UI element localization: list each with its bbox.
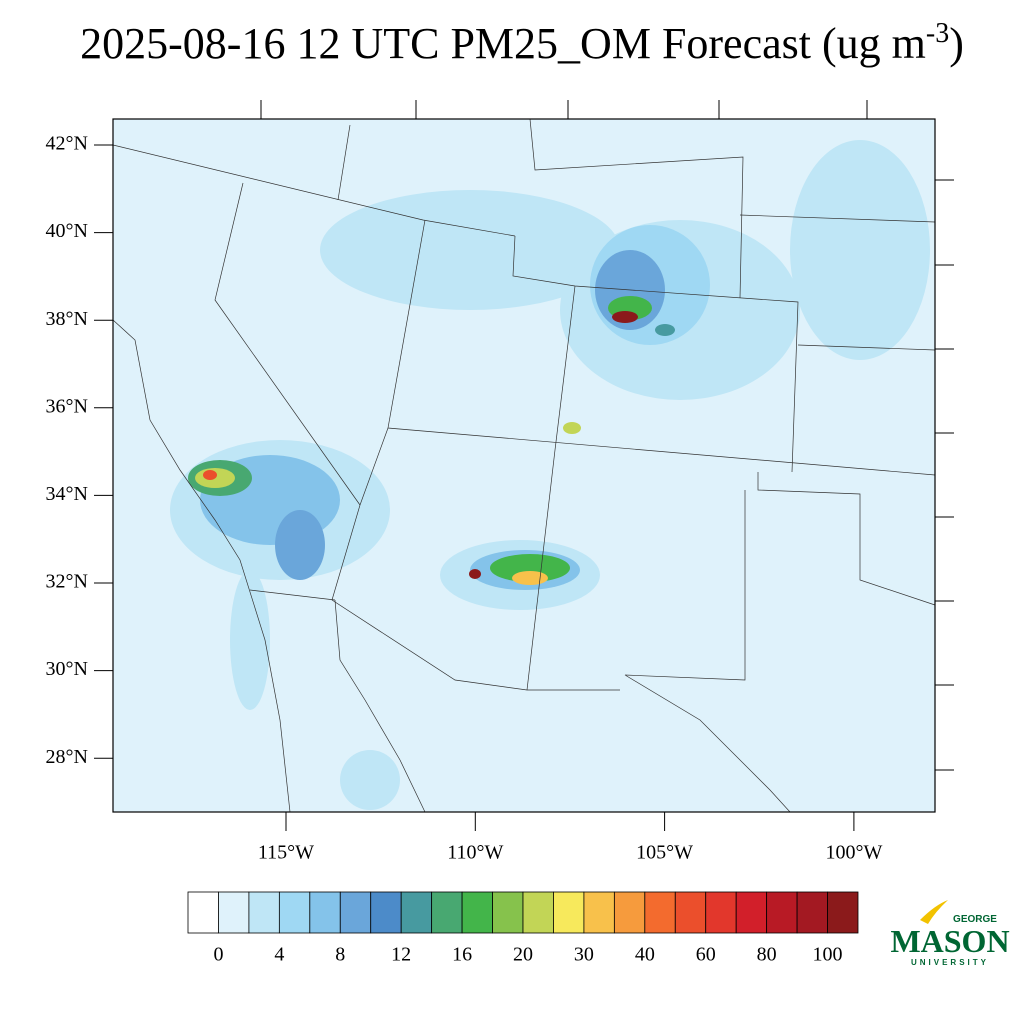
boundaries <box>112 118 936 813</box>
colorbar-box <box>553 891 585 934</box>
longitude-labels: 115°W 110°W 105°W 100°W <box>258 812 882 864</box>
lat-label: 32°N <box>46 571 88 593</box>
logo-bottom: UNIVERSITY <box>911 958 989 967</box>
colorbar-box <box>522 891 554 934</box>
lat-label: 40°N <box>46 220 88 242</box>
colorbar-box <box>187 891 219 934</box>
colorbar-box <box>735 891 768 934</box>
lon-label: 105°W <box>636 842 693 864</box>
map: 42°N40°N38°N36°N34°N32°N30°N28°N 115°W 11… <box>46 100 954 864</box>
colorbar-box <box>613 891 646 934</box>
title-superscript: -3 <box>926 18 949 49</box>
colorbar-box <box>278 891 311 934</box>
lon-label: 115°W <box>258 842 314 864</box>
lat-label: 34°N <box>46 483 88 505</box>
colorbar-box <box>827 891 859 934</box>
colorbar-box <box>309 891 341 934</box>
lat-label: 28°N <box>46 746 88 768</box>
latitude-labels: 42°N 40°N 38°N 36°N 34°N 32°N 30°N 28°N <box>46 133 113 768</box>
logo-main: MASON <box>890 923 1009 959</box>
colorbar-box <box>583 891 615 934</box>
colorbar-box <box>370 891 402 934</box>
title-main: 2025-08-16 12 UTC PM25_OM Forecast (ug m <box>80 19 926 68</box>
colorbar-box <box>705 891 737 934</box>
lat-label: 38°N <box>46 308 88 330</box>
colorbar-label: 40 <box>635 944 655 966</box>
frame-ticks <box>260 100 954 771</box>
colorbar-box <box>218 891 250 934</box>
colorbar-label: 8 <box>335 944 345 966</box>
colorbar-label: 16 <box>452 944 472 966</box>
lon-label: 100°W <box>825 842 882 864</box>
colorbar-label: 4 <box>274 944 284 966</box>
colorbar-box <box>796 891 828 934</box>
colorbar-label: 60 <box>696 944 716 966</box>
colorbar-box <box>674 891 707 934</box>
colorbar-label: 80 <box>757 944 777 966</box>
map-frame <box>112 118 936 813</box>
lon-label: 110°W <box>447 842 503 864</box>
colorbar-box <box>248 891 280 934</box>
colorbar-box <box>461 891 493 934</box>
lat-label: 42°N <box>46 133 88 155</box>
colorbar-label: 0 <box>213 944 223 966</box>
colorbar-label: 30 <box>574 944 594 966</box>
title-end: ) <box>949 19 964 68</box>
colorbar-box <box>644 891 676 934</box>
colorbar-label: 100 <box>813 944 843 966</box>
concentration-fields <box>170 140 930 810</box>
colorbar-box <box>766 891 798 934</box>
colorbar-label: 12 <box>391 944 411 966</box>
colorbar-label: 20 <box>513 944 533 966</box>
colorbar: 0 4 8 12 16 20 30 40 60 80 100 <box>187 891 859 966</box>
colorbar-box <box>400 891 433 934</box>
colorbar-box <box>431 891 463 934</box>
lat-label: 36°N <box>46 395 88 417</box>
logo-top: GEORGE <box>953 914 997 925</box>
colorbar-box <box>492 891 524 934</box>
lat-label: 30°N <box>46 658 88 680</box>
colorbar-box <box>339 891 372 934</box>
logo: GEORGE MASON UNIVERSITY <box>890 900 1010 967</box>
title: 2025-08-16 12 UTC PM25_OM Forecast (ug m… <box>80 18 964 68</box>
